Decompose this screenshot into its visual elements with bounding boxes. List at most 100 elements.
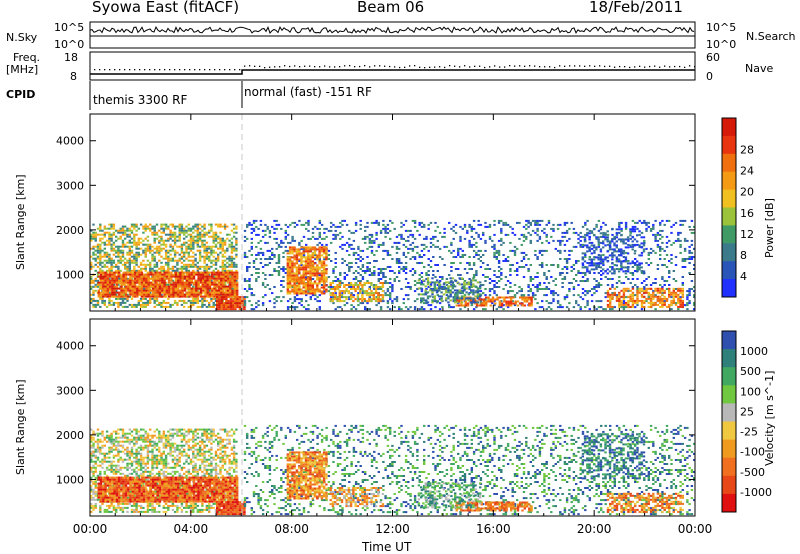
echo-cell <box>559 223 562 226</box>
echo-cell <box>611 308 614 311</box>
echo-cell <box>212 305 215 308</box>
echo-cell <box>232 257 236 260</box>
echo-cell <box>366 266 369 268</box>
echo-cell <box>129 289 132 292</box>
echo-cell <box>361 286 364 288</box>
echo-cell <box>402 270 405 272</box>
echo-cell <box>304 290 308 293</box>
echo-cell <box>208 271 212 274</box>
echo-cell <box>359 302 362 305</box>
echo-cell <box>99 243 102 246</box>
echo-cell <box>622 308 626 311</box>
echo-cell <box>103 253 106 256</box>
echo-cell <box>348 298 351 301</box>
echo-cell <box>636 288 639 290</box>
echo-cell <box>257 254 260 256</box>
echo-cell <box>398 247 401 250</box>
echo-cell <box>248 288 251 290</box>
echo-cell <box>377 288 380 290</box>
echo-cell <box>445 284 449 286</box>
echo-cell <box>252 294 256 297</box>
echo-cell <box>228 257 231 260</box>
echo-cell <box>208 275 212 278</box>
echo-cell <box>188 277 191 280</box>
echo-cell <box>255 302 258 305</box>
echo-cell <box>663 249 666 252</box>
echo-cell <box>322 252 326 255</box>
echo-cell <box>311 284 314 287</box>
echo-cell <box>309 258 312 261</box>
echo-cell <box>459 262 462 264</box>
echo-cell <box>155 233 159 236</box>
echo-cell <box>522 235 526 238</box>
echo-cell <box>124 297 127 300</box>
echo-cell <box>92 303 95 306</box>
echo-cell <box>104 295 107 298</box>
echo-cell <box>391 286 394 288</box>
echo-cell <box>174 281 178 284</box>
echo-cell <box>185 267 188 270</box>
echo-cell <box>162 305 165 308</box>
echo-cell <box>420 280 424 282</box>
echo-cell <box>309 270 312 273</box>
echo-cell <box>194 265 197 268</box>
echo-cell <box>647 258 650 260</box>
echo-cell <box>160 247 163 250</box>
echo-cell <box>214 267 218 270</box>
echo-cell <box>206 279 209 282</box>
echo-cell <box>94 233 97 236</box>
echo-cell <box>295 278 299 281</box>
echo-cell <box>110 239 113 242</box>
echo-cell <box>177 287 180 290</box>
echo-cell <box>105 253 109 256</box>
echo-cell <box>286 278 289 281</box>
echo-cell <box>230 247 234 250</box>
echo-cell <box>189 249 193 252</box>
echo-cell <box>101 299 104 302</box>
echo-cell <box>250 308 253 311</box>
echo-cell <box>336 284 339 286</box>
echo-cell <box>183 255 186 258</box>
echo-cell <box>188 287 191 290</box>
echo-cell <box>452 300 455 303</box>
echo-cell <box>104 287 107 290</box>
echo-cell <box>158 275 162 278</box>
echo-cell <box>579 272 582 274</box>
echo-cell <box>311 282 314 285</box>
echo-cell <box>296 298 299 301</box>
echo-cell <box>561 272 564 274</box>
echo-cell <box>693 231 696 234</box>
echo-cell <box>538 223 542 226</box>
echo-cell <box>527 258 530 260</box>
echo-cell <box>659 245 662 248</box>
echo-cell <box>119 257 122 260</box>
echo-cell <box>320 264 324 267</box>
echo-cell <box>659 221 662 224</box>
echo-cell <box>190 291 193 294</box>
echo-cell <box>522 251 526 254</box>
echo-cell <box>597 282 601 284</box>
echo-cell <box>124 225 127 228</box>
echo-cell <box>361 292 365 295</box>
echo-cell <box>139 247 143 250</box>
echo-cell <box>688 290 691 293</box>
echo-cell <box>190 295 193 298</box>
echo-cell <box>104 285 107 288</box>
echo-cell <box>133 259 136 262</box>
echo-cell <box>261 254 265 256</box>
echo-cell <box>363 292 366 295</box>
echo-cell <box>113 291 116 294</box>
echo-cell <box>370 294 373 297</box>
echo-cell <box>311 268 314 271</box>
echo-cell <box>172 275 175 278</box>
echo-cell <box>233 285 237 288</box>
echo-cell <box>379 298 382 301</box>
echo-cell <box>90 301 93 304</box>
echo-cell <box>128 233 131 236</box>
echo-cell <box>286 249 290 252</box>
echo-cell <box>203 235 206 238</box>
echo-cell <box>124 237 127 240</box>
echo-cell <box>203 261 206 264</box>
echo-cell <box>112 243 116 246</box>
echo-cell <box>205 253 209 256</box>
